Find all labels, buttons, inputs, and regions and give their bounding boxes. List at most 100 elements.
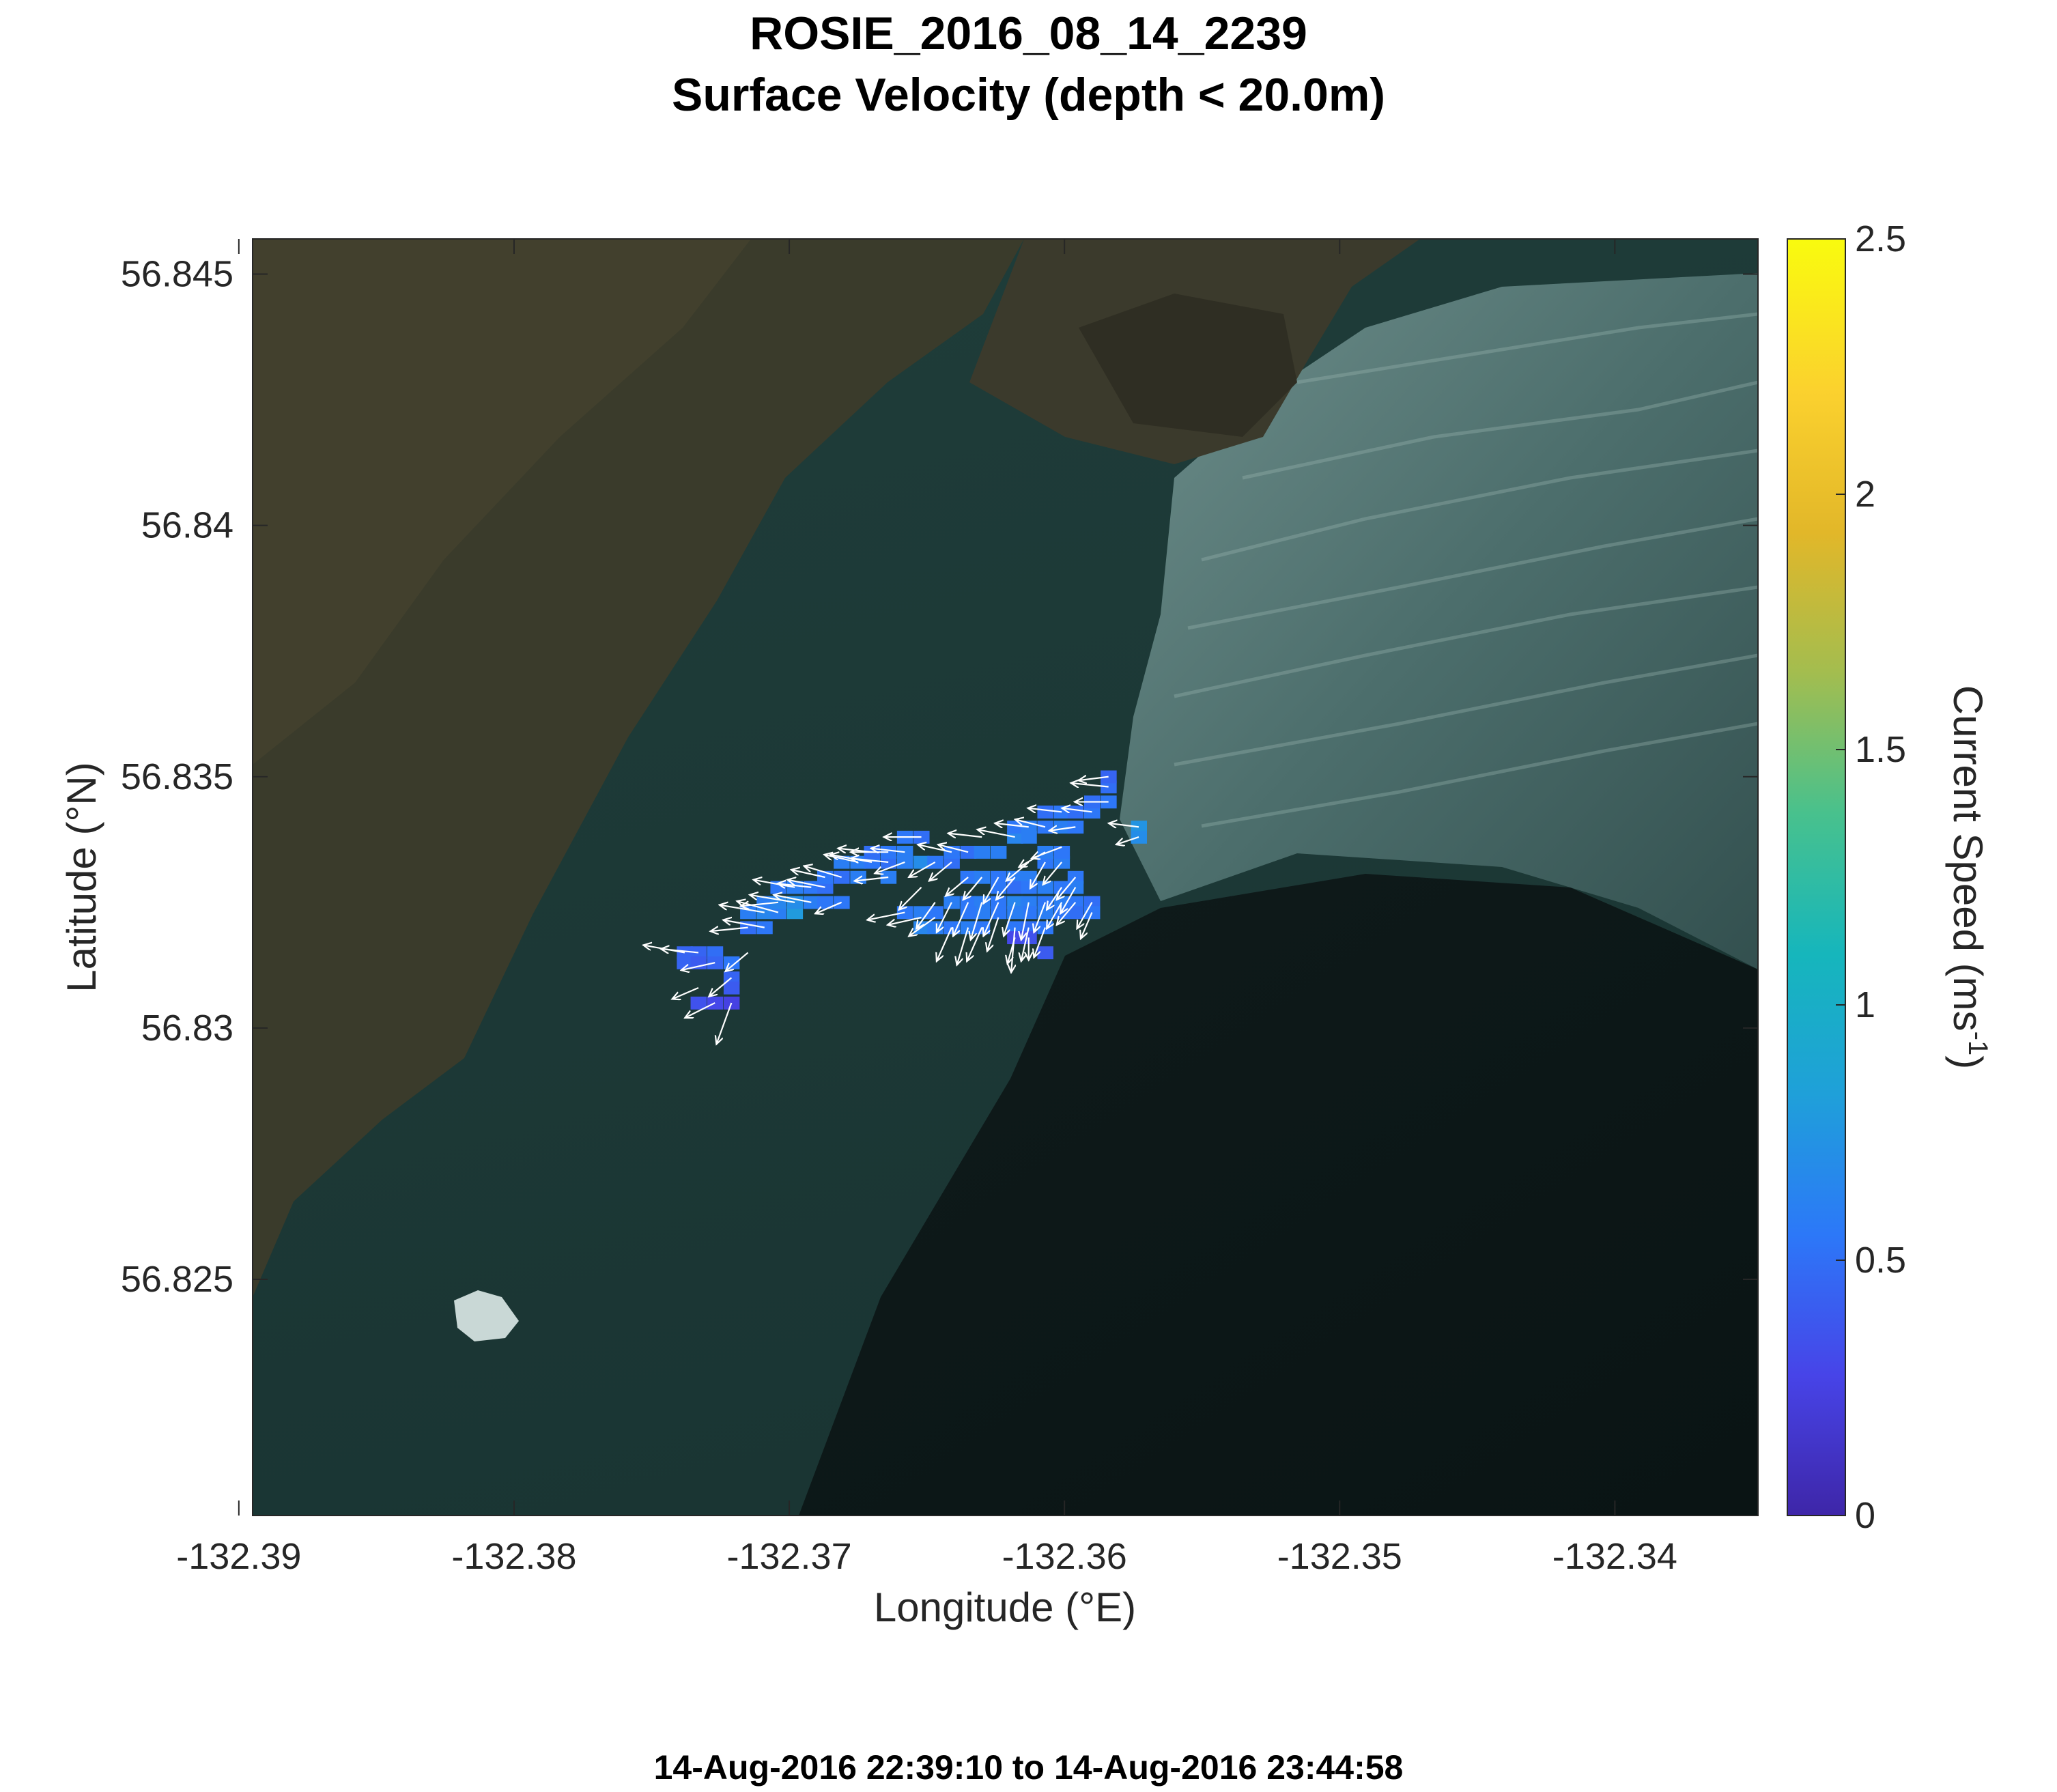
speed-cell xyxy=(850,855,866,869)
velocity-arrow xyxy=(723,920,765,928)
velocity-arrow xyxy=(1015,819,1046,828)
speed-cell xyxy=(723,981,740,995)
speed-cell xyxy=(927,906,944,920)
speed-cell xyxy=(960,845,977,859)
speed-cell xyxy=(803,896,820,909)
velocity-arrow xyxy=(916,902,936,929)
velocity-arrow xyxy=(1060,887,1077,914)
colorbar-tick-label: 1.5 xyxy=(1855,729,1906,770)
speed-cell xyxy=(850,870,866,884)
speed-cell xyxy=(1101,795,1117,809)
speed-cell xyxy=(927,855,944,869)
speed-cell xyxy=(723,956,740,969)
speed-cell xyxy=(1037,946,1053,960)
velocity-arrow xyxy=(778,883,812,887)
speed-cell xyxy=(896,855,913,869)
y-tick-label: 56.845 xyxy=(121,254,233,295)
colorbar-tick-label: 1 xyxy=(1855,984,1875,1025)
velocity-arrow xyxy=(815,901,842,914)
velocity-arrow xyxy=(1049,827,1076,831)
velocity-arrow xyxy=(1047,902,1063,929)
velocity-arrow xyxy=(918,844,952,853)
colorbar-tick-label: 0.5 xyxy=(1855,1240,1906,1281)
velocity-vectors xyxy=(643,777,1139,1044)
colorbar-axis: 0 0.5 1 1.5 2 2.5 xyxy=(1836,218,1906,1536)
speed-cell xyxy=(1037,821,1053,834)
velocity-arrow xyxy=(1079,777,1109,781)
velocity-arrow xyxy=(987,917,999,952)
speed-cell xyxy=(880,845,897,859)
velocity-arrow xyxy=(957,927,969,965)
speed-cell xyxy=(1007,830,1023,844)
speed-cell xyxy=(707,956,724,969)
speed-cell xyxy=(707,946,724,960)
speed-cell xyxy=(1131,830,1147,844)
colorbar-label: Current Speed (ms-1) xyxy=(1945,685,1993,1069)
speed-cell xyxy=(913,855,930,869)
velocity-arrow xyxy=(937,927,952,962)
velocity-arrow xyxy=(791,870,825,879)
velocity-arrow xyxy=(937,902,952,933)
velocity-arrow xyxy=(899,886,922,910)
velocity-arrow xyxy=(967,927,983,962)
velocity-arrow xyxy=(1004,902,1016,937)
velocity-arrow xyxy=(855,877,889,881)
speed-cell xyxy=(1101,780,1117,794)
speed-cell xyxy=(690,946,707,960)
colorbar-tick-label: 2.5 xyxy=(1855,218,1906,259)
velocity-arrow xyxy=(1021,927,1030,962)
y-tick-label: 56.835 xyxy=(121,756,233,797)
velocity-arrow xyxy=(709,977,733,997)
speed-cell xyxy=(974,845,991,859)
speed-cell xyxy=(817,881,834,894)
speed-cell xyxy=(1067,906,1084,920)
velocity-arrow xyxy=(726,952,749,971)
velocity-arrow xyxy=(871,849,905,853)
velocity-arrow xyxy=(1062,808,1092,812)
y-axis-label: Latitude (°N) xyxy=(59,762,104,992)
speed-cell xyxy=(1021,881,1037,894)
colorbar-tick-label: 2 xyxy=(1855,474,1875,515)
speed-cell xyxy=(817,896,834,909)
speed-cell xyxy=(974,906,991,920)
velocity-arrow xyxy=(1008,937,1016,964)
velocity-arrow xyxy=(1077,902,1093,929)
speed-cell xyxy=(834,896,850,909)
speed-cell xyxy=(677,946,693,960)
speed-cell xyxy=(1083,806,1101,819)
velocity-arrow xyxy=(672,986,699,999)
velocity-arrow xyxy=(1109,823,1139,827)
speed-cell xyxy=(707,996,724,1010)
colorbar xyxy=(1787,238,1846,1516)
velocity-arrow xyxy=(741,902,779,907)
velocity-arrow xyxy=(909,861,936,877)
velocity-arrow xyxy=(774,895,812,903)
speed-cell xyxy=(1037,806,1053,819)
x-tick-label: -132.37 xyxy=(726,1536,851,1577)
speed-cell xyxy=(880,855,897,869)
y-tick-label: 56.84 xyxy=(141,505,233,546)
plot-frame xyxy=(252,238,1759,1516)
x-tick-label: -132.34 xyxy=(1552,1536,1677,1577)
y-tick-label: 56.83 xyxy=(141,1008,233,1049)
speed-cell xyxy=(1053,806,1070,819)
speed-cell xyxy=(1067,821,1084,834)
velocity-arrow xyxy=(963,877,983,900)
velocity-arrow xyxy=(851,858,889,862)
speed-cell xyxy=(1101,770,1117,784)
x-tick-label: -132.35 xyxy=(1277,1536,1402,1577)
y-axis: 56.825 56.83 56.835 56.84 56.845 xyxy=(121,254,1758,1300)
time-range-footer: 14-Aug-2016 22:39:10 to 14-Aug-2016 23:4… xyxy=(653,1748,1404,1787)
speed-cell xyxy=(834,870,850,884)
speed-cell xyxy=(913,830,930,844)
velocity-arrow xyxy=(661,949,699,953)
speed-cell xyxy=(960,906,977,920)
speed-cell xyxy=(990,906,1007,920)
speed-cell xyxy=(756,896,773,909)
speed-cell xyxy=(1021,830,1037,844)
velocity-arrow xyxy=(875,861,905,874)
speed-cell xyxy=(770,906,786,920)
velocity-arrow xyxy=(948,834,982,838)
velocity-arrow xyxy=(983,902,999,937)
x-tick-label: -132.39 xyxy=(176,1536,301,1577)
